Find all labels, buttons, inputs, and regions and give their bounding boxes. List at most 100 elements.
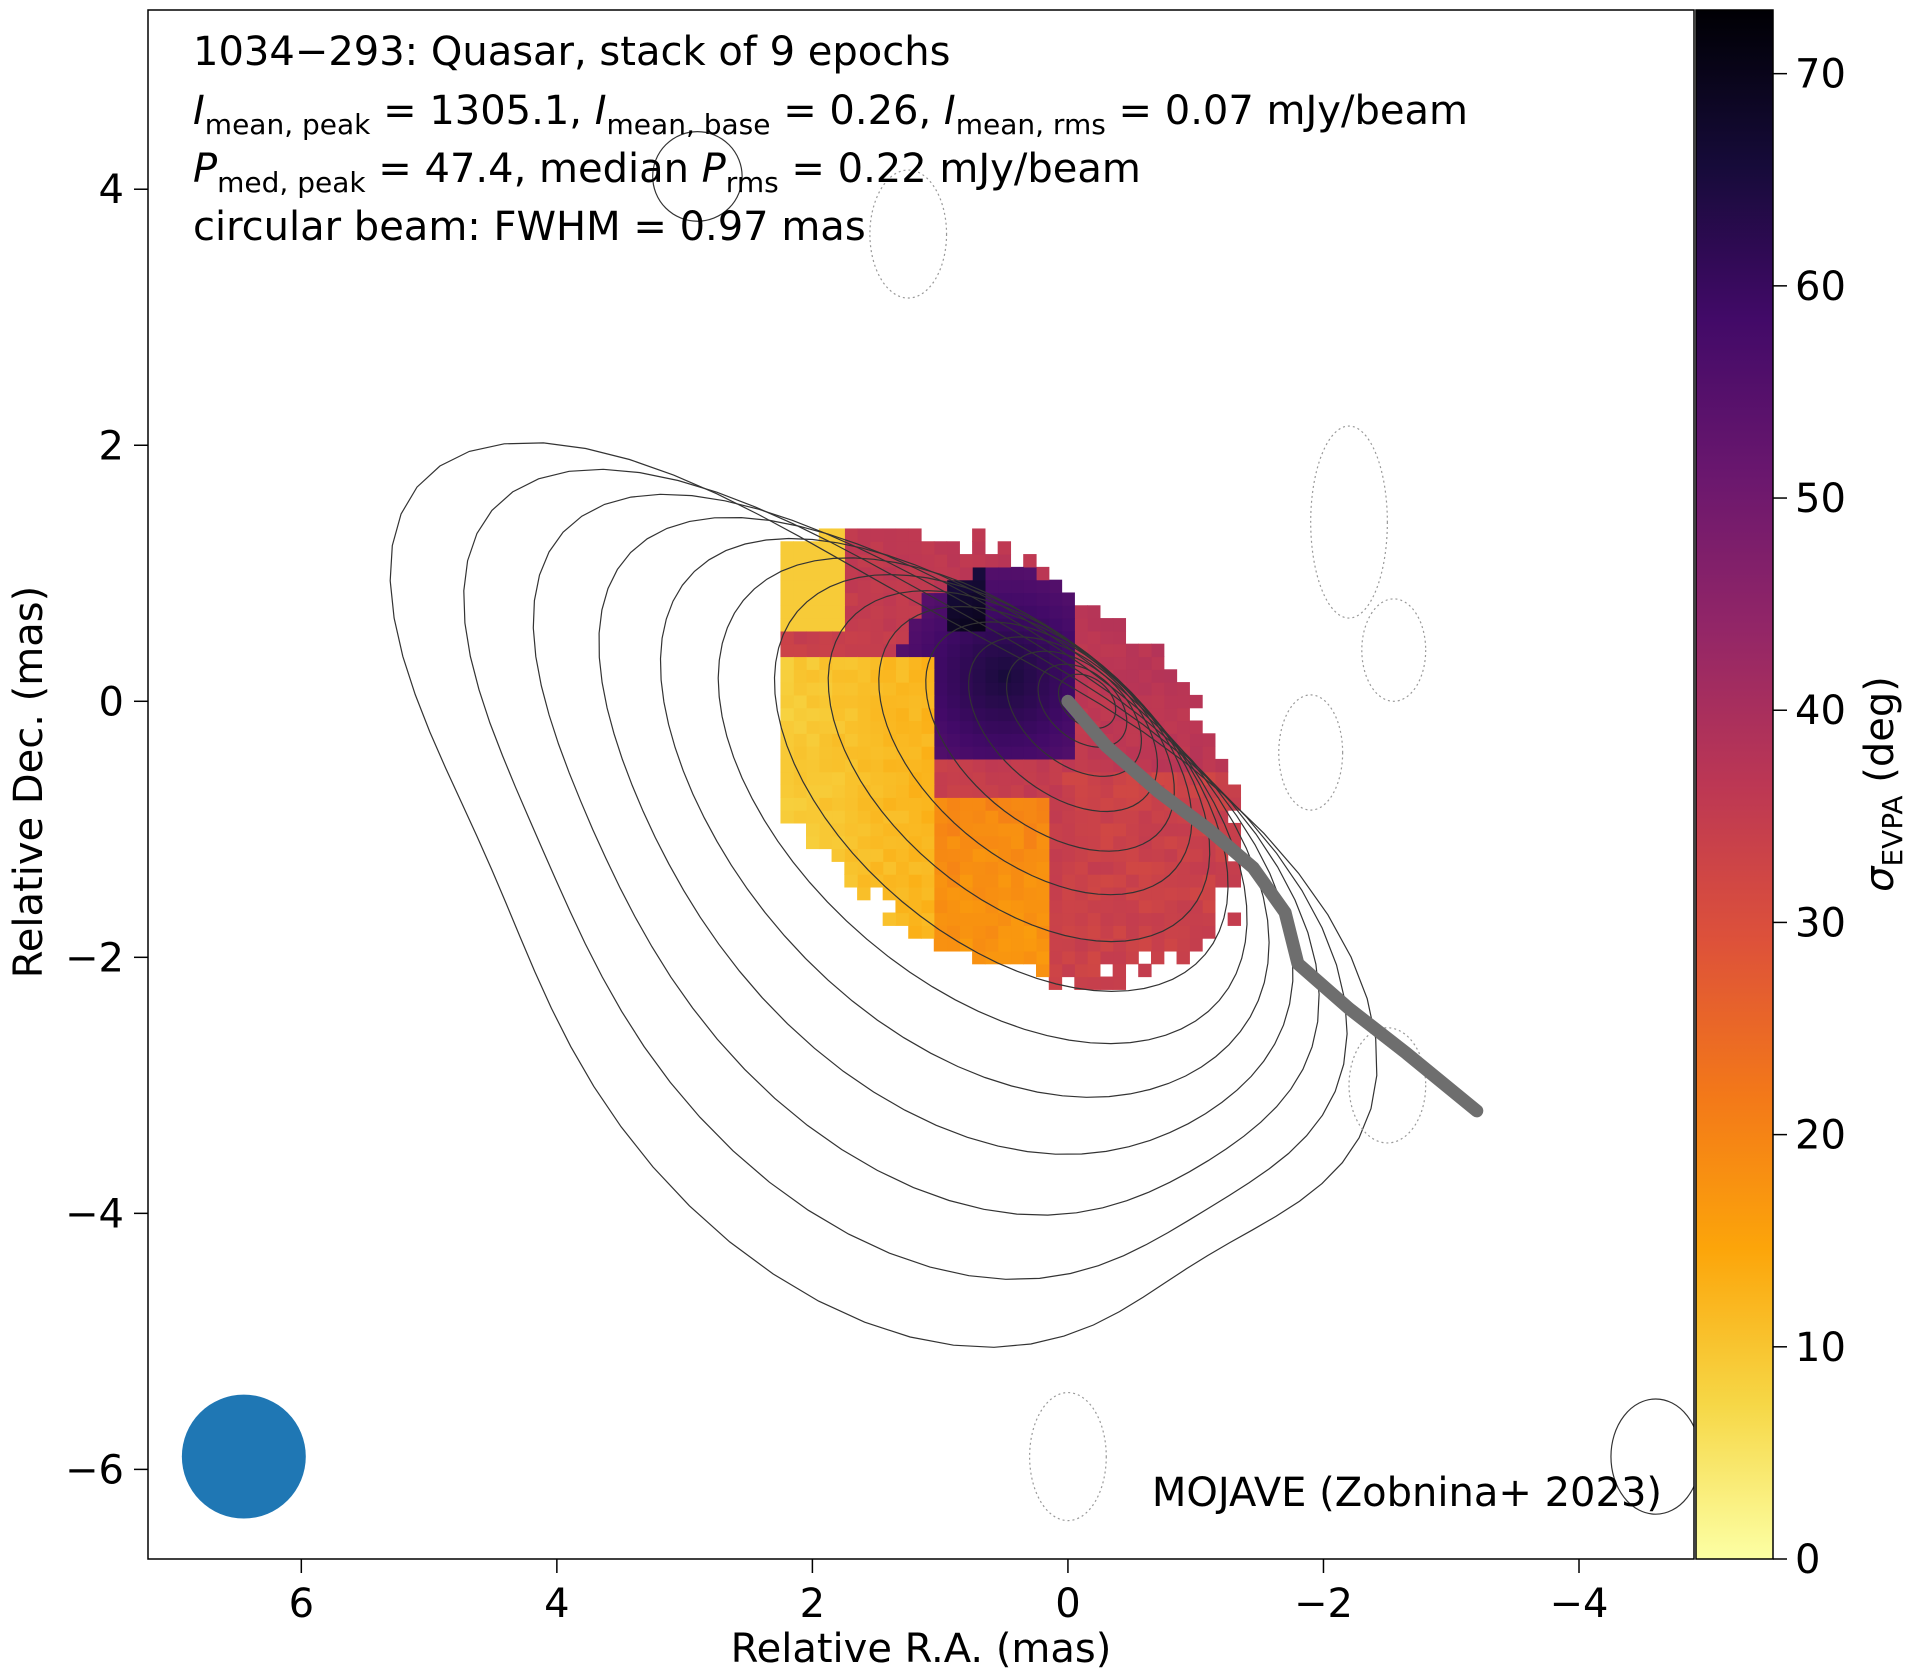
heat-pixel: [806, 746, 820, 760]
heat-pixel: [844, 579, 858, 594]
heat-pixel: [818, 771, 833, 786]
heat-pixel: [831, 848, 845, 862]
heat-pixel: [869, 810, 884, 824]
heat-pixel: [857, 707, 871, 722]
y-tick-label: 2: [99, 423, 124, 469]
heat-pixel: [1061, 822, 1075, 837]
heat-pixel: [1061, 784, 1075, 798]
heat-pixel: [984, 746, 999, 760]
heat-pixel: [831, 579, 845, 594]
heat-pixel: [921, 554, 935, 568]
heat-pixel: [959, 605, 973, 619]
intensity-contour: [773, 573, 1229, 993]
heat-pixel: [818, 797, 833, 811]
heat-pixel: [780, 758, 794, 773]
heat-pixel: [1202, 746, 1216, 760]
heat-pixel: [959, 848, 973, 862]
heat-pixel: [857, 605, 871, 619]
heat-pixel: [972, 925, 986, 939]
heat-pixel: [1010, 835, 1024, 850]
heat-pixel: [1138, 861, 1152, 875]
heat-pixel: [984, 758, 999, 773]
heat-pixel: [869, 643, 884, 658]
heat-pixel: [1099, 784, 1114, 798]
heat-pixel: [1035, 848, 1050, 862]
colorbar-tick-label: 30: [1795, 900, 1846, 946]
heat-pixel: [921, 541, 935, 555]
heat-pixel: [1061, 963, 1075, 978]
heat-pixel: [946, 886, 960, 901]
heat-pixel: [1061, 746, 1075, 760]
heat-pixel: [1138, 733, 1152, 747]
heat-pixel: [895, 886, 909, 901]
noise-contour: [652, 131, 743, 222]
heat-pixel: [869, 874, 884, 888]
heat-pixel: [1112, 976, 1127, 990]
heat-pixel: [895, 810, 909, 824]
heat-pixel: [1061, 938, 1075, 952]
heat-pixel: [1087, 643, 1101, 658]
heat-pixel: [1087, 963, 1101, 978]
heat-pixel: [1035, 758, 1050, 773]
heat-pixel: [1176, 822, 1190, 837]
heat-pixel: [1227, 874, 1242, 888]
heat-pixel: [1125, 643, 1139, 658]
heat-pixel: [1176, 848, 1190, 862]
heat-pixel: [946, 682, 960, 696]
heat-pixel: [869, 835, 884, 850]
colorbar-label-sub: EVPA: [1876, 795, 1905, 866]
heat-pixel: [793, 630, 807, 645]
heat-pixel: [959, 925, 973, 939]
heat-pixel: [869, 566, 884, 581]
heat-pixel: [1048, 938, 1063, 952]
heat-pixel: [1061, 618, 1075, 632]
heat-pixel: [793, 720, 807, 734]
heat-pixel: [1163, 694, 1178, 709]
heat-pixel: [1035, 566, 1050, 581]
heat-pixel: [972, 682, 986, 696]
heat-pixel: [882, 682, 897, 696]
heat-pixel: [1163, 771, 1178, 786]
heat-pixel: [882, 656, 897, 670]
heat-pixel: [882, 528, 897, 542]
heat-pixel: [831, 618, 845, 632]
heat-pixel: [780, 771, 794, 786]
heat-pixel: [1125, 912, 1139, 926]
heat-pixel: [882, 784, 897, 798]
heat-pixel: [1189, 899, 1203, 914]
heat-pixel: [959, 707, 973, 722]
heat-pixel: [895, 643, 909, 658]
heat-pixel: [997, 733, 1012, 747]
heat-pixel: [793, 566, 807, 581]
heat-pixel: [1112, 784, 1127, 798]
jet-ridgeline: [1061, 694, 1484, 1118]
heat-pixel: [1125, 938, 1139, 952]
heat-pixel: [1061, 810, 1075, 824]
heat-pixel: [959, 771, 973, 786]
heat-pixel: [1010, 925, 1024, 939]
heat-pixel: [1099, 976, 1114, 990]
heat-pixel: [1176, 938, 1190, 952]
heat-pixel: [1112, 938, 1127, 952]
heat-pixel: [1176, 720, 1190, 734]
heat-pixel: [1138, 822, 1152, 837]
heat-pixel: [908, 822, 922, 837]
heat-pixel: [1189, 912, 1203, 926]
heat-pixel: [997, 541, 1012, 555]
heat-pixel: [793, 784, 807, 798]
beam-ellipse: [181, 1394, 306, 1519]
heat-pixel: [1035, 605, 1050, 619]
colorbar-tick-label: 0: [1795, 1537, 1820, 1583]
heat-pixel: [921, 797, 935, 811]
heat-pixel: [984, 784, 999, 798]
heat-pixel: [1048, 771, 1063, 786]
heat-pixel: [793, 579, 807, 594]
heat-pixel: [1150, 746, 1165, 760]
heat-pixel: [997, 784, 1012, 798]
heat-pixel: [1048, 886, 1063, 901]
heat-pixel: [1035, 682, 1050, 696]
heat-pixel: [844, 630, 858, 645]
colorbar-tick-label: 20: [1795, 1113, 1846, 1159]
heat-pixel: [1087, 746, 1101, 760]
heat-pixel: [1112, 656, 1127, 670]
